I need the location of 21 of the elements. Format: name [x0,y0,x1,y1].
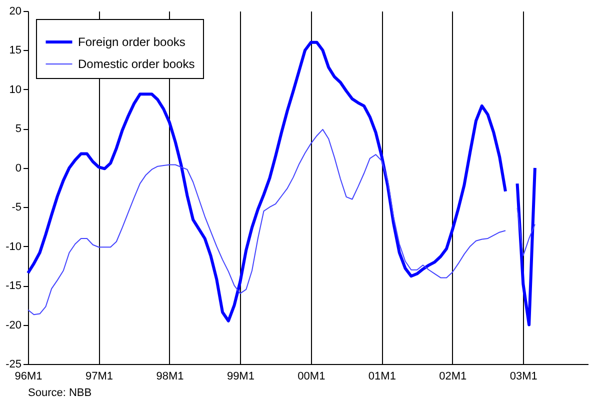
legend-label: Foreign order books [78,35,186,49]
legend-label: Domestic order books [78,57,195,71]
y-tick-label: 10 [9,84,22,96]
y-tick-label: 0 [15,162,22,174]
y-tick-label: -20 [6,319,22,332]
x-tick-label: 03M1 [510,370,538,382]
y-tick-label: -25 [6,358,22,370]
x-tick-label: 01M1 [368,370,396,382]
x-tick-label: 00M1 [298,370,326,382]
y-tick-label: -10 [6,240,22,253]
y-tick-label: -15 [6,280,22,292]
x-tick-label: 99M1 [226,370,254,382]
y-tick-label: 20 [9,6,22,18]
x-tick-label: 97M1 [85,370,113,382]
x-tick-label: 02M1 [439,370,467,382]
source-note: Source: NBB [28,387,92,399]
x-tick-label: 96M1 [14,370,42,382]
y-tick-label: 15 [9,44,22,57]
y-tick-label: -5 [12,202,22,214]
y-tick-label: 5 [15,123,22,136]
x-tick-label: 98M1 [156,370,184,382]
